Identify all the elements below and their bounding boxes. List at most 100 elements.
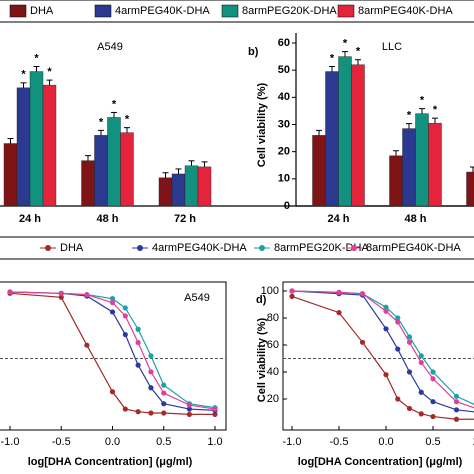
bar [389,155,403,207]
data-point [383,308,389,314]
data-point [430,399,436,405]
fit-line [9,291,216,411]
panel-title: A549 [97,41,123,53]
significance-mark: * [433,104,438,116]
legend-marker [351,245,357,251]
bar [415,113,429,207]
bar [29,71,44,207]
legend-label: 8armPEG20K-DHA [274,242,369,254]
data-point [186,402,192,408]
bar [120,132,134,207]
bar [402,128,416,207]
data-point [109,309,116,315]
data-point [186,411,192,417]
data-point [135,409,141,415]
significance-mark: * [356,46,361,58]
legend-marker [259,245,265,251]
data-point [395,346,401,352]
x-tick-label: -0.5 [330,436,349,448]
data-point [418,353,424,359]
x-tick-label: 24 h [327,213,349,225]
legend-label: 8armPEG40K-DHA [358,5,453,17]
data-point [395,319,401,325]
y-tick-label: 20 [278,146,290,158]
data-point [430,413,436,420]
data-point [58,290,64,296]
data-point [418,389,424,395]
bar [158,177,173,207]
data-point [418,411,424,417]
data-point [58,294,64,300]
data-point [161,390,167,396]
x-tick-label: 0.0 [105,436,120,448]
legend-swatch [94,4,112,18]
data-point [161,410,167,416]
bar [3,143,18,207]
data-point [135,326,141,332]
data-point [135,362,141,368]
fit-line [9,291,216,410]
y-tick-label: 60 [278,37,290,49]
plot-frame [282,281,474,431]
significance-mark: * [407,109,412,121]
data-point [148,385,154,391]
x-tick-label: 1.0 [207,436,222,448]
y-axis-label: Cell viability (%) [256,317,268,402]
significance-mark: * [420,95,425,107]
fit-line [291,290,474,413]
data-point [186,406,192,412]
bar [351,64,365,207]
data-point [135,339,141,346]
y-tick-label: 100 [261,285,279,297]
data-point [406,405,413,412]
data-point [109,296,116,302]
data-point [453,393,460,399]
x-tick-label: 1.0 [472,436,474,448]
legend-swatch [337,4,355,18]
significance-mark: * [125,114,130,126]
panel-title: LLC [382,41,402,53]
x-tick-label: 24 h [19,213,41,225]
panel-title: A549 [184,292,210,304]
data-point [289,288,295,294]
x-axis-label: log[DHA Concentration] (μg/ml) [28,456,193,468]
legend-label: 8armPEG40K-DHA [366,242,461,254]
bar [184,165,199,207]
x-tick-label: -1.0 [283,436,302,448]
legend-label: 8armPEG20K-DHA [242,5,337,17]
y-tick-label: 0 [284,200,290,212]
y-tick-label: 10 [278,173,290,185]
significance-mark: * [343,37,348,49]
fit-line [291,295,474,420]
data-point [406,339,413,345]
legend-label: DHA [30,5,54,17]
fit-line [9,292,215,415]
significance-mark: * [34,52,39,64]
legend-label: 4armPEG40K-DHA [152,242,247,254]
significance-mark: * [47,66,52,78]
legend-swatch [9,4,27,18]
y-tick-label: 40 [278,91,290,103]
significance-mark: * [330,52,335,64]
x-tick-label: 48 h [96,213,118,225]
data-point [359,291,366,297]
x-axis-label: log[DHA Concentration] (μg/ml) [298,456,463,468]
data-point [383,304,389,310]
y-tick-label: 40 [267,366,279,378]
y-tick-label: 20 [267,393,279,405]
fit-line [291,290,474,409]
data-point [122,406,128,412]
bar [107,117,121,207]
data-point [383,326,389,332]
x-tick-label: 0.0 [378,436,393,448]
data-point [161,401,167,407]
data-point [212,406,218,412]
data-point [336,310,342,316]
bar [81,160,95,207]
data-point [453,399,460,405]
bar [197,166,212,207]
data-point [148,410,154,416]
data-point [406,369,413,375]
panel-label: d) [256,294,267,306]
bar [94,135,108,207]
